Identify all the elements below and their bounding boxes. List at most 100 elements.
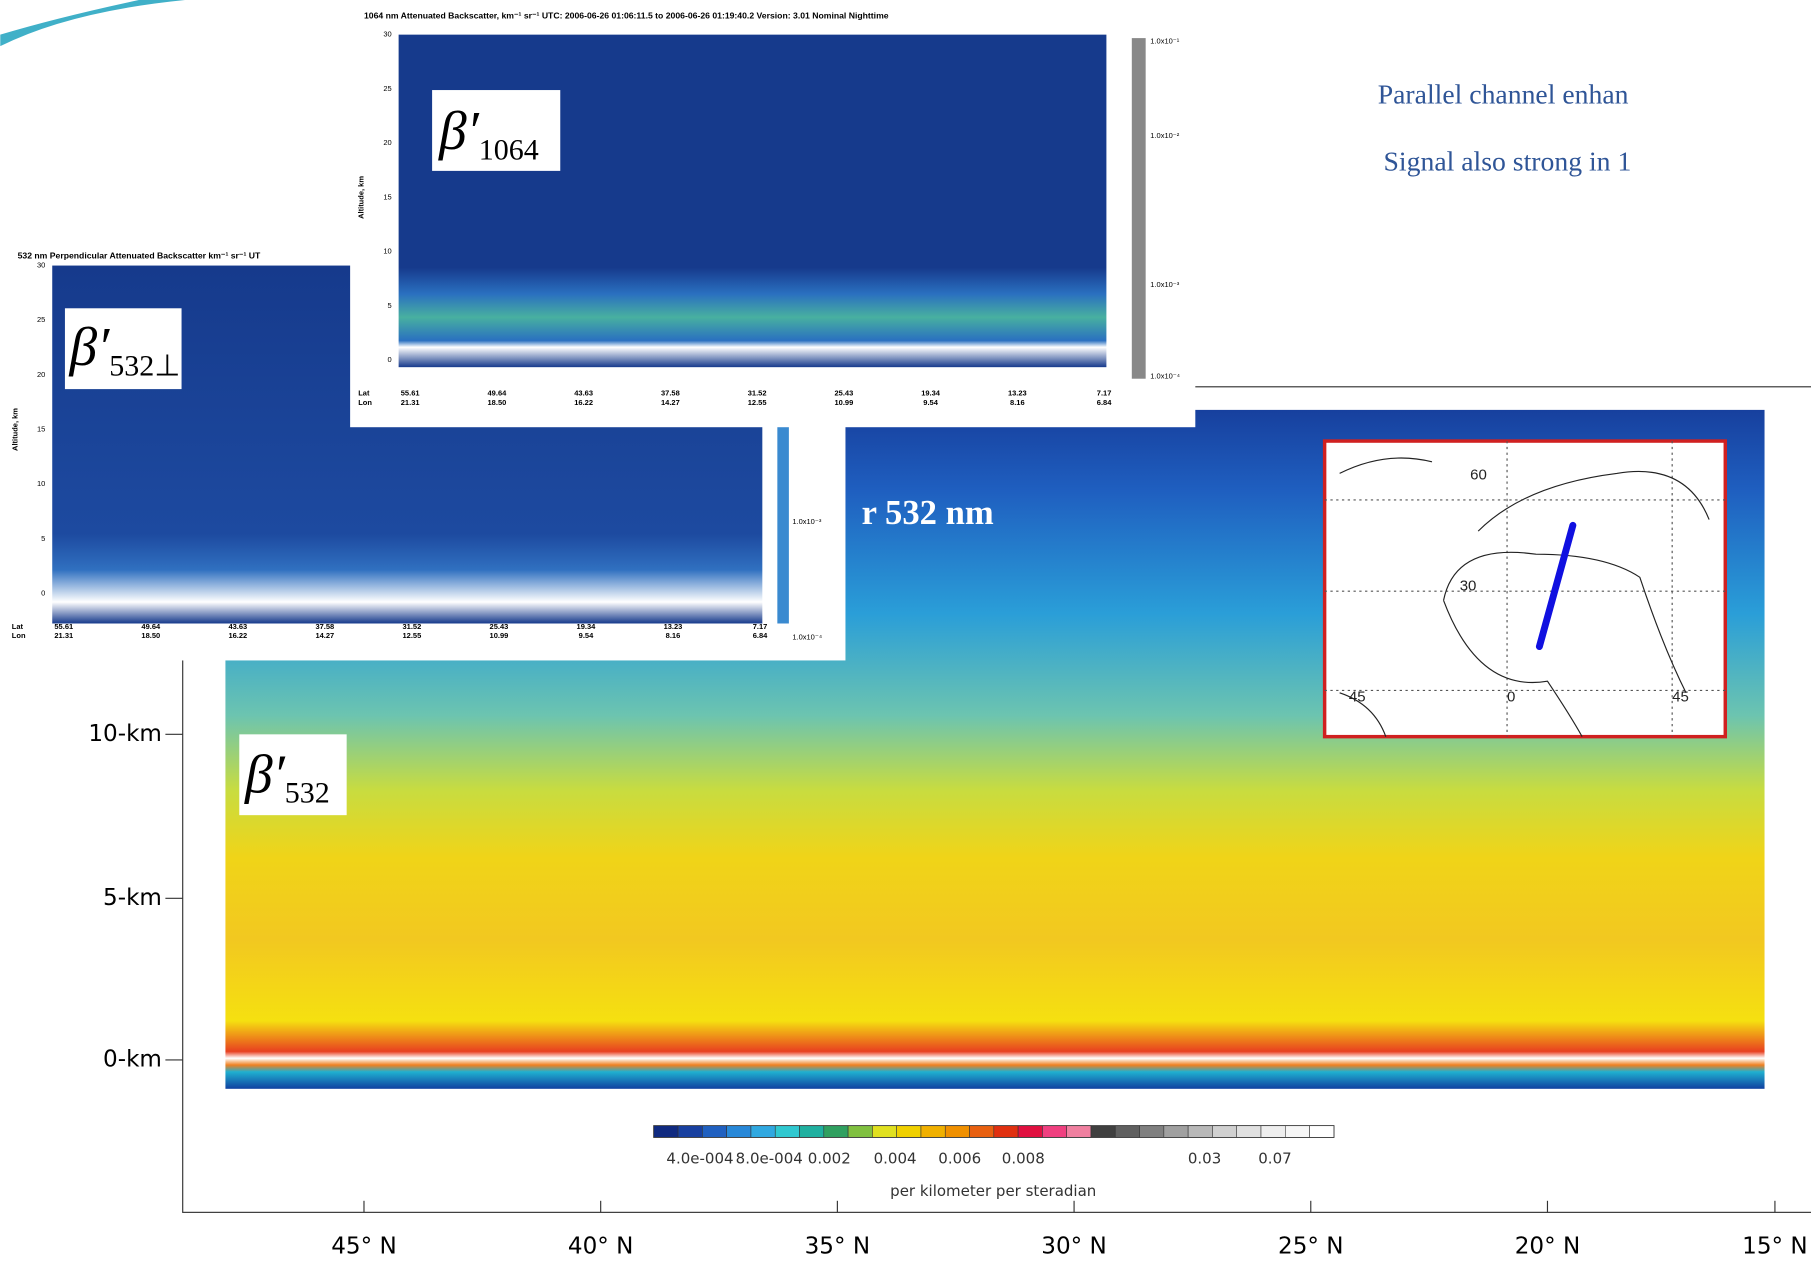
inset-y-tick: 5 <box>388 301 392 310</box>
y-tick-label: 0-km <box>103 1046 162 1072</box>
beta: β′ <box>438 100 480 161</box>
inset-lon: 8.16 <box>1010 398 1025 407</box>
x-tick-label: 40° N <box>568 1233 634 1259</box>
inset-1064-image <box>398 34 1107 368</box>
inset-lon: 18.50 <box>488 398 507 407</box>
beta-box <box>432 90 561 171</box>
inset-lat: 19.34 <box>921 389 941 398</box>
inset-y-tick: 10 <box>37 479 45 488</box>
beta-box <box>64 308 182 390</box>
colorbar-cell <box>896 1125 922 1138</box>
inset-y-tick: 30 <box>383 30 391 39</box>
colorbar-cell <box>1042 1125 1067 1138</box>
inset-y-tick: 20 <box>37 370 45 379</box>
x-tick-label: 45° N <box>331 1233 397 1259</box>
inset-colorbar-label: 1.0x10⁻³ <box>1150 280 1179 289</box>
inset-lat: 7.17 <box>1097 389 1112 398</box>
colorbar-label: 0.008 <box>1002 1150 1045 1168</box>
inset-y-tick: 15 <box>383 192 391 201</box>
colorbar-cell <box>1017 1125 1043 1138</box>
beta-symbol: β′532⊥ <box>69 316 181 382</box>
beta-symbol: β′532 <box>244 743 330 809</box>
inset-lon: 10.99 <box>834 398 853 407</box>
x-tick-label: 30° N <box>1041 1233 1107 1259</box>
colorbar-cell <box>993 1125 1019 1138</box>
inset-lat: 31.52 <box>748 389 767 398</box>
colorbar-cell <box>1066 1125 1092 1138</box>
inset-lat: 13.23 <box>1008 389 1027 398</box>
coastlines <box>1339 457 1710 737</box>
colorbar-label: 0.006 <box>938 1150 981 1168</box>
beta-subscript: 532⊥ <box>109 349 180 382</box>
colorbar-cell <box>774 1125 800 1138</box>
inset-lat: 43.63 <box>228 622 247 631</box>
colorbar-cell <box>799 1125 825 1138</box>
beta-subscript: 1064 <box>479 133 539 166</box>
inset-colorbar-label: 1.0x10⁻⁴ <box>1150 371 1180 380</box>
inset-colorbar-label: 1.0x10⁻⁴ <box>792 632 822 641</box>
map-label: 30 <box>1460 578 1477 595</box>
inset-lat: 25.43 <box>490 622 509 631</box>
x-tick-label: 35° N <box>805 1233 871 1259</box>
beta: β′ <box>69 316 111 377</box>
inset-lat: 55.61 <box>401 389 420 398</box>
map-label: 60 <box>1470 467 1487 484</box>
y-tick-label: 10-km <box>88 721 162 747</box>
colorbar-label: 0.07 <box>1258 1150 1291 1168</box>
inset-lon: 21.31 <box>401 398 420 407</box>
inset-lat: 37.58 <box>661 389 680 398</box>
colorbar-cell <box>969 1125 995 1138</box>
colorbar-cell <box>1309 1125 1335 1138</box>
inset-lat: 7.17 <box>753 622 768 631</box>
map-label: 45 <box>1672 688 1689 705</box>
inset-lon: 12.55 <box>748 398 767 407</box>
inset-lon: 16.22 <box>574 398 593 407</box>
inset-1064-colorbar <box>1131 38 1146 379</box>
colorbar-cell <box>1114 1125 1140 1138</box>
colorbar-label: 8.0e-004 <box>736 1150 803 1168</box>
inset-title: 1064 nm Attenuated Backscatter, km⁻¹ sr⁻… <box>364 10 889 20</box>
colorbar-cell <box>1163 1125 1189 1138</box>
inset-y-tick: 0 <box>388 355 392 364</box>
inset-lat: 25.43 <box>834 389 853 398</box>
inset-lat: 13.23 <box>664 622 683 631</box>
inset-lon: 6.84 <box>1097 398 1112 407</box>
colorbar-label: 4.0e-004 <box>666 1150 733 1168</box>
inset-y-tick: 10 <box>383 247 391 256</box>
inset-y-tick: 15 <box>37 425 45 434</box>
inset-lon: 8.16 <box>666 631 681 640</box>
inset-lon: 10.99 <box>490 631 509 640</box>
inset-colorbar-label: 1.0x10⁻³ <box>792 517 821 526</box>
beta-subscript: 532 <box>285 776 330 809</box>
orbit-track <box>1535 521 1577 651</box>
inset-y-tick: 25 <box>37 315 45 324</box>
inset-lat: 55.61 <box>54 622 73 631</box>
colorbar-cell <box>750 1125 776 1138</box>
x-tick-label: 20° N <box>1515 1233 1581 1259</box>
colorbar-cell <box>1284 1125 1310 1138</box>
colorbar-cell <box>702 1125 727 1138</box>
inset-ylabel: Altitude, km <box>357 176 366 219</box>
inset-lon: 16.22 <box>228 631 247 640</box>
swoosh <box>0 0 186 47</box>
slide-text: Parallel channel enhan <box>1378 78 1629 109</box>
inset-y-tick: 5 <box>41 534 45 543</box>
colorbar-cell <box>1260 1125 1286 1138</box>
inset-lon: 6.84 <box>753 631 768 640</box>
inset-532-colorbar <box>777 424 789 624</box>
inset-lon: 14.27 <box>661 398 680 407</box>
inset-colorbar-label: 1.0x10⁻² <box>1150 131 1179 140</box>
x-tick-label: 25° N <box>1278 1233 1344 1259</box>
colorbar <box>653 1125 1335 1138</box>
inset-lon: 18.50 <box>141 631 160 640</box>
beta-box <box>239 734 347 816</box>
colorbar-cell <box>1212 1125 1237 1138</box>
inset-y-tick: 20 <box>383 138 391 147</box>
inset-y-tick: 30 <box>37 261 45 270</box>
colorbar-cell <box>1139 1125 1165 1138</box>
inset-lat-label: Lat <box>12 622 24 631</box>
colorbar-cell <box>944 1125 970 1138</box>
y-tick-label: 5-km <box>103 885 162 911</box>
